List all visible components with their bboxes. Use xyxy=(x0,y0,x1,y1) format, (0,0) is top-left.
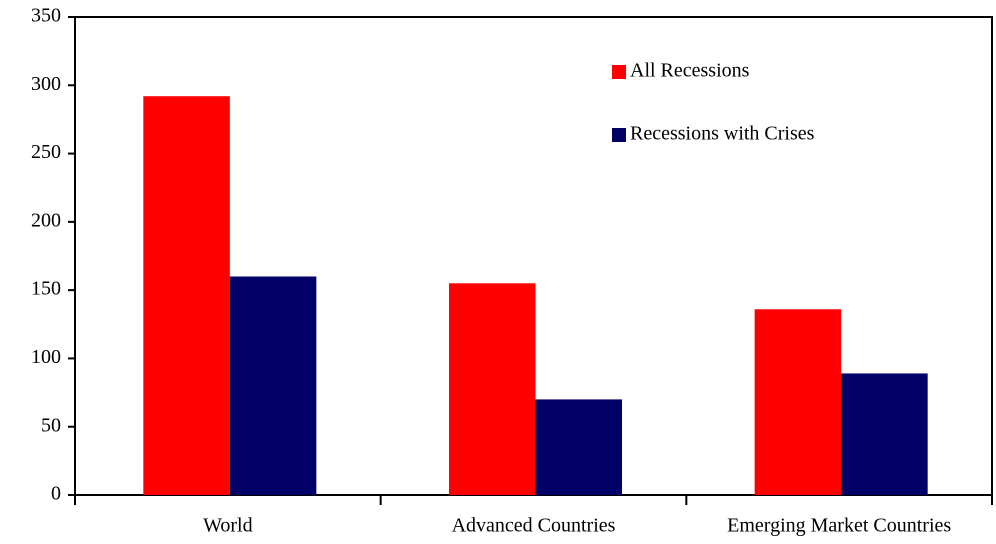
bar xyxy=(229,276,317,495)
legend-swatch xyxy=(612,128,626,142)
legend-swatch xyxy=(612,65,626,79)
x-tick-label: Advanced Countries xyxy=(452,515,616,537)
x-tick-label: Emerging Market Countries xyxy=(727,515,951,537)
y-tick-label: 350 xyxy=(31,5,61,27)
bar xyxy=(535,399,623,495)
y-tick-label: 200 xyxy=(31,209,61,231)
y-tick-label: 150 xyxy=(31,278,61,300)
y-tick-label: 0 xyxy=(51,483,61,505)
legend-label: All Recessions xyxy=(630,60,750,82)
y-tick-label: 50 xyxy=(41,414,61,436)
bar xyxy=(143,96,230,495)
bar xyxy=(754,309,842,495)
y-tick-label: 250 xyxy=(31,141,61,163)
bar xyxy=(448,283,536,495)
y-tick-label: 100 xyxy=(31,346,61,368)
bar xyxy=(841,373,928,495)
y-tick-label: 300 xyxy=(31,73,61,95)
legend-label: Recessions with Crises xyxy=(630,123,815,145)
x-tick-label: World xyxy=(203,515,253,537)
